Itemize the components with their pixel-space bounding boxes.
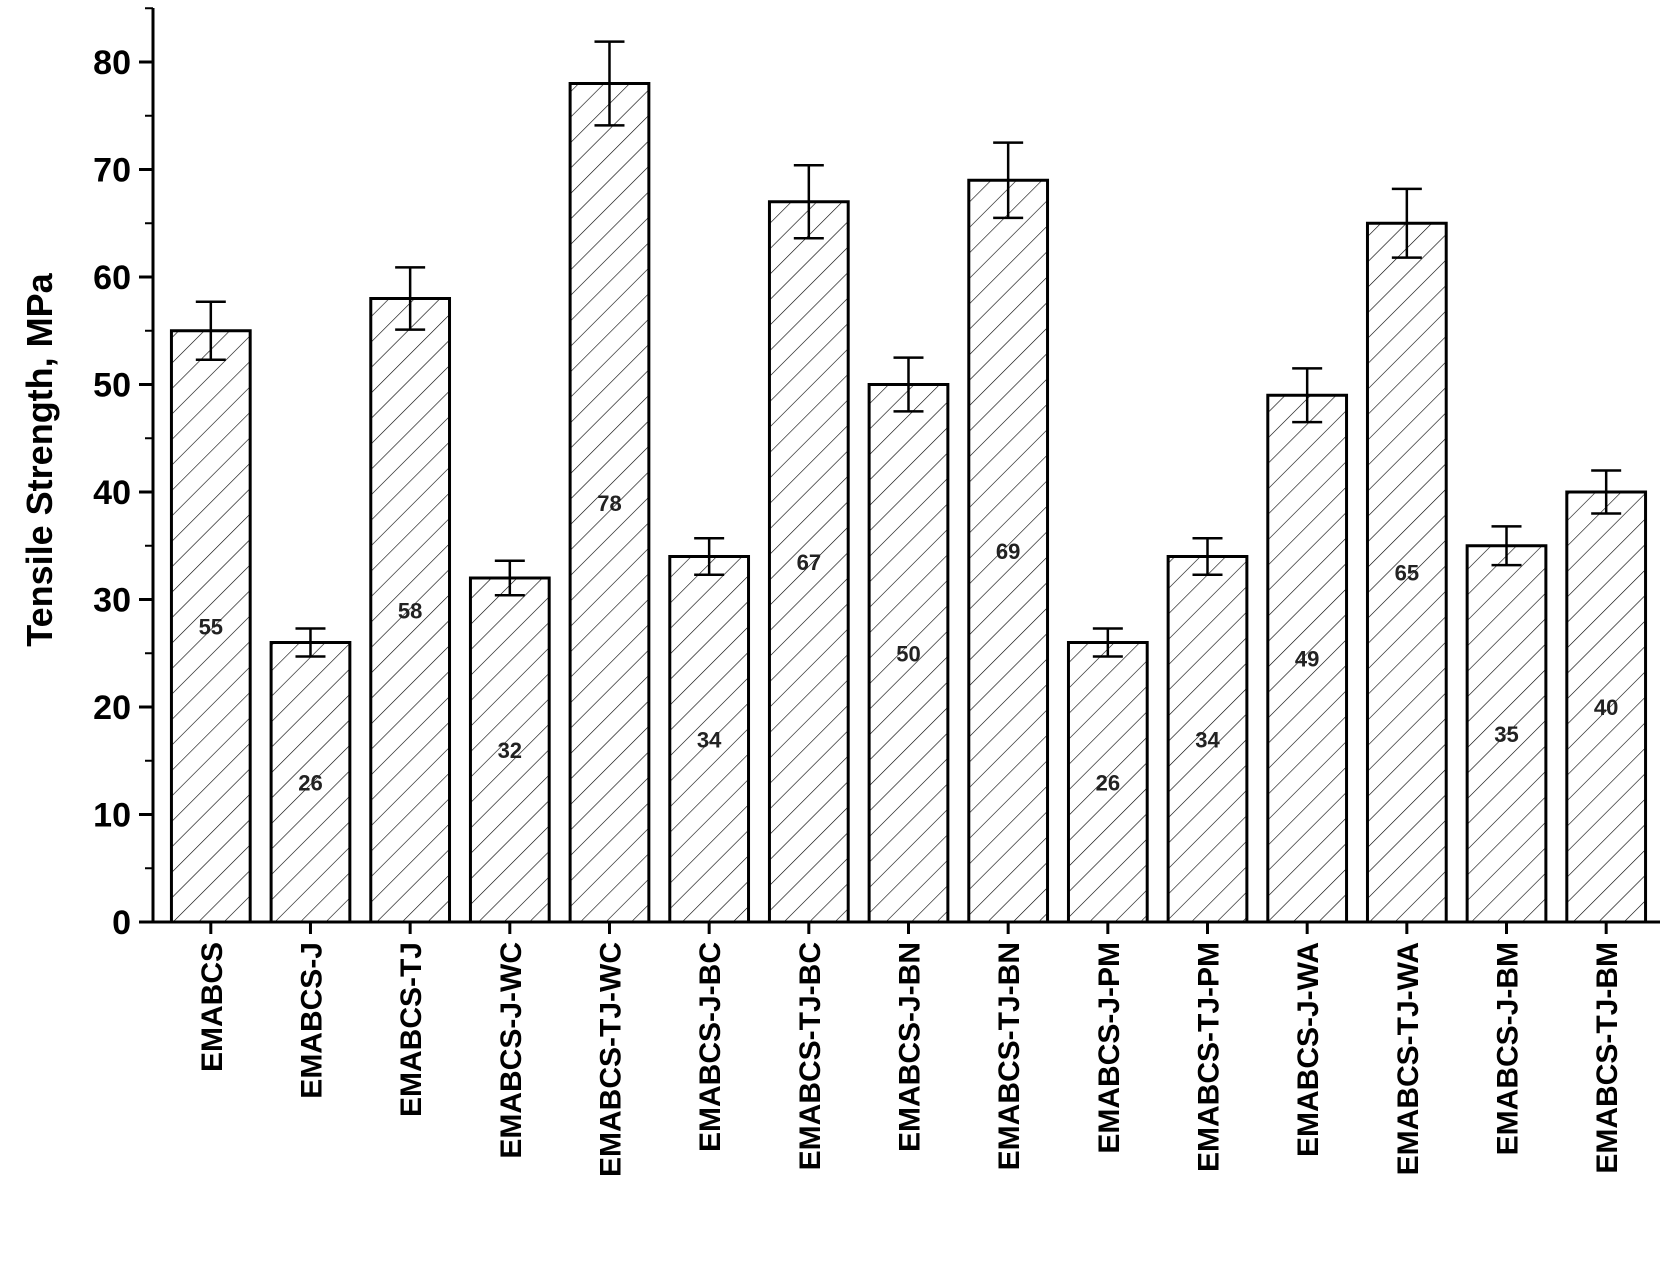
x-tick-label: EMABCS-J [295,942,328,1099]
data-label: 78 [597,491,621,516]
x-tick-label: EMABCS [196,942,229,1072]
x-tick-label: EMABCS-TJ-BN [993,942,1026,1170]
bar [767,200,850,924]
y-tick-label: 0 [112,904,131,942]
x-tick-label: EMABCS-J-BM [1492,942,1525,1155]
data-label: 40 [1594,695,1618,720]
data-label: 26 [1096,770,1120,795]
data-labels: 55 26 58 32 78 34 67 50 69 26 34 49 65 35 40 [199,491,1619,796]
data-label: 50 [896,641,920,666]
y-tick-label: 70 [93,152,131,190]
y-tick-label: 10 [93,797,131,835]
data-label: 26 [298,770,322,795]
bar [369,297,452,924]
data-label: 55 [199,614,223,639]
data-label: 32 [498,738,522,763]
y-tick-label: 50 [93,367,131,405]
data-label: 34 [1195,727,1220,752]
data-label: 67 [797,550,821,575]
bar [967,178,1050,924]
y-axis-label: Tensile Strength, MPa [19,272,60,646]
y-tick-label: 20 [93,689,131,727]
axes: 0 10 20 30 40 50 60 70 80 EMABCS EMABCS-J EMABCS-TJ… [93,7,1660,1177]
x-tick-label: EMABCS-J-BC [694,942,727,1152]
x-tick-label: EMABCS-TJ-BC [794,942,827,1170]
x-tick-label: EMABCS-J-PM [1093,942,1126,1154]
data-label: 34 [697,727,722,752]
data-label: 69 [996,539,1020,564]
x-tick-label: EMABCS-J-BN [893,942,926,1152]
x-tick-label: EMABCS-TJ [395,942,428,1117]
x-tick-label: EMABCS-TJ-PM [1193,942,1226,1172]
x-tick-label: EMABCS-J-WC [495,942,528,1159]
y-tick-label: 80 [93,44,131,82]
y-tick-label: 40 [93,474,131,512]
data-label: 65 [1395,561,1419,586]
bar [1166,555,1249,924]
bar [269,641,352,924]
x-tick-label: EMABCS-TJ-BM [1591,942,1624,1174]
x-tick-label: EMABCS-TJ-WA [1392,942,1425,1175]
data-label: 49 [1295,647,1319,672]
data-label: 35 [1494,722,1518,747]
bars [169,40,1648,924]
bar [568,82,651,924]
data-label: 58 [398,598,422,623]
bar [1565,490,1648,924]
y-tick-label: 30 [93,582,131,620]
x-tick-label: EMABCS-J-WA [1292,942,1325,1157]
y-tick-label: 60 [93,259,131,297]
x-tick-label: EMABCS-TJ-WC [594,942,627,1177]
